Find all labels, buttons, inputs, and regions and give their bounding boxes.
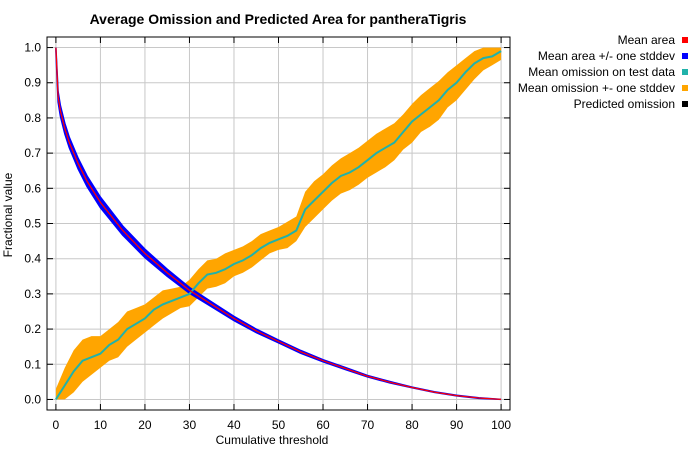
y-axis-label: Fractional value — [1, 172, 15, 257]
x-tick-label: 100 — [491, 418, 511, 432]
legend-swatch — [682, 69, 688, 75]
legend-swatch — [682, 85, 688, 91]
y-tick-label: 0.6 — [24, 181, 41, 195]
legend-swatch — [682, 101, 688, 107]
x-axis-label: Cumulative threshold — [216, 433, 329, 447]
mean-area-line — [55, 47, 502, 401]
chart-title: Average Omission and Predicted Area for … — [90, 11, 467, 27]
x-tick-label: 90 — [450, 418, 464, 432]
y-tick-label: 0.0 — [24, 392, 41, 406]
legend-label: Mean omission +- one stddev — [518, 81, 675, 95]
mean-omission-line — [55, 50, 502, 400]
y-tick-label: 1.0 — [24, 41, 41, 55]
x-tick-label: 40 — [227, 418, 241, 432]
y-tick-label: 0.4 — [24, 252, 41, 266]
x-tick-label: 20 — [138, 418, 152, 432]
y-tick-label: 0.9 — [24, 76, 41, 90]
legend-swatch — [682, 37, 688, 43]
series-lines — [55, 47, 502, 401]
legend-label: Mean area — [618, 33, 676, 47]
x-tick-label: 70 — [361, 418, 375, 432]
y-tick-label: 0.2 — [24, 322, 41, 336]
x-tick-label: 0 — [53, 418, 60, 432]
tick-labels: 0 10 20 30 40 50 60 70 80 90 100 0.0 0.1 0.2 0.3 0.4 0.5… — [24, 41, 511, 432]
ticks — [47, 37, 510, 410]
y-tick-label: 0.5 — [24, 217, 41, 231]
legend-label: Mean area +/- one stddev — [538, 49, 675, 63]
y-tick-label: 0.8 — [24, 111, 41, 125]
legend: Mean area Mean area +/- one stddev Mean om… — [518, 33, 688, 111]
omission-stddev-band — [55, 47, 502, 400]
legend-swatch — [682, 53, 688, 59]
legend-label: Mean omission on test data — [528, 65, 675, 79]
x-tick-label: 60 — [316, 418, 330, 432]
x-tick-label: 30 — [183, 418, 197, 432]
x-tick-label: 10 — [94, 418, 108, 432]
x-tick-label: 50 — [272, 418, 286, 432]
legend-label: Predicted omission — [574, 97, 675, 111]
y-tick-label: 0.3 — [24, 287, 41, 301]
y-tick-label: 0.1 — [24, 357, 41, 371]
y-tick-label: 0.7 — [24, 146, 41, 160]
x-tick-label: 80 — [405, 418, 419, 432]
